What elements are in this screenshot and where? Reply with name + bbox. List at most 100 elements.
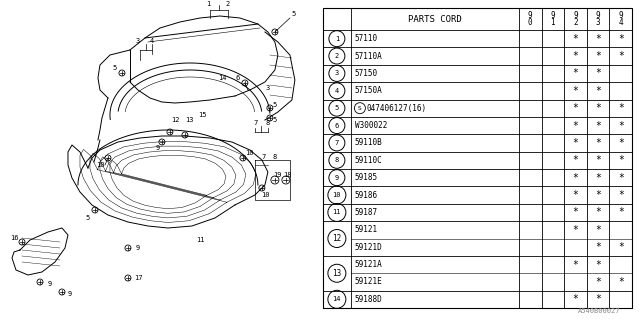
Text: *: * <box>618 190 623 200</box>
Text: A540B00027: A540B00027 <box>579 308 621 314</box>
Text: *: * <box>573 294 579 304</box>
Text: *: * <box>618 173 623 183</box>
Text: *: * <box>573 260 579 269</box>
Text: *: * <box>573 68 579 78</box>
Text: 3: 3 <box>266 85 270 91</box>
Text: 11: 11 <box>333 209 341 215</box>
Text: S: S <box>358 106 362 111</box>
Text: *: * <box>595 68 601 78</box>
Text: 16: 16 <box>10 235 19 241</box>
Text: 10: 10 <box>262 192 270 198</box>
Text: *: * <box>618 242 623 252</box>
Text: 8: 8 <box>273 154 277 160</box>
Text: 59186: 59186 <box>355 191 378 200</box>
Text: 9
2: 9 2 <box>573 11 578 28</box>
Text: 9
0: 9 0 <box>528 11 532 28</box>
Text: *: * <box>595 121 601 131</box>
Text: *: * <box>618 121 623 131</box>
Text: *: * <box>595 51 601 61</box>
Text: 5: 5 <box>292 11 296 17</box>
Text: 57110A: 57110A <box>355 52 383 60</box>
Text: 3: 3 <box>136 38 140 44</box>
Text: *: * <box>595 138 601 148</box>
Text: *: * <box>618 51 623 61</box>
Text: *: * <box>595 173 601 183</box>
Text: 9: 9 <box>68 291 72 297</box>
Text: *: * <box>573 138 579 148</box>
Text: 5: 5 <box>113 65 117 71</box>
Text: *: * <box>573 34 579 44</box>
Text: 59121E: 59121E <box>355 277 383 286</box>
Text: *: * <box>618 277 623 287</box>
Text: 13: 13 <box>332 269 342 278</box>
Text: *: * <box>573 155 579 165</box>
Text: 047406127(16): 047406127(16) <box>367 104 427 113</box>
Text: *: * <box>595 294 601 304</box>
Text: 14: 14 <box>218 75 226 81</box>
Text: 10: 10 <box>246 150 254 156</box>
Text: 3: 3 <box>335 70 339 76</box>
Text: *: * <box>573 103 579 113</box>
Text: *: * <box>573 86 579 96</box>
Text: 5: 5 <box>273 102 277 108</box>
Text: 59121A: 59121A <box>355 260 383 269</box>
Text: 5: 5 <box>335 105 339 111</box>
Text: 14: 14 <box>333 296 341 302</box>
Text: 7: 7 <box>254 120 258 126</box>
Text: *: * <box>595 103 601 113</box>
Text: *: * <box>573 190 579 200</box>
Text: 9
3: 9 3 <box>596 11 600 28</box>
Text: 6: 6 <box>335 123 339 129</box>
Text: 8: 8 <box>335 157 339 163</box>
Text: *: * <box>573 225 579 235</box>
Text: *: * <box>618 34 623 44</box>
Text: 2: 2 <box>335 53 339 59</box>
Text: 7: 7 <box>262 154 266 160</box>
Text: 9
4: 9 4 <box>618 11 623 28</box>
Text: 9: 9 <box>335 175 339 181</box>
Text: 6: 6 <box>236 75 240 81</box>
Text: 59188D: 59188D <box>355 295 383 304</box>
Text: 4: 4 <box>335 88 339 94</box>
Text: 11: 11 <box>196 237 204 243</box>
Text: 13: 13 <box>185 117 193 123</box>
Text: 59185: 59185 <box>355 173 378 182</box>
Text: *: * <box>595 190 601 200</box>
Text: 59121D: 59121D <box>355 243 383 252</box>
Text: 9: 9 <box>136 245 140 251</box>
Text: 7: 7 <box>335 140 339 146</box>
Text: 57110: 57110 <box>355 34 378 43</box>
Text: 12: 12 <box>171 117 179 123</box>
Text: 9: 9 <box>156 145 160 151</box>
Text: *: * <box>618 207 623 217</box>
Text: 17: 17 <box>134 275 142 281</box>
Text: PARTS CORD: PARTS CORD <box>408 14 462 23</box>
Text: 15: 15 <box>198 112 206 118</box>
Text: *: * <box>595 207 601 217</box>
Text: 57150: 57150 <box>355 69 378 78</box>
Text: 2: 2 <box>226 1 230 7</box>
Text: *: * <box>573 121 579 131</box>
Text: 4: 4 <box>150 38 154 44</box>
Text: 10: 10 <box>333 192 341 198</box>
Text: W300022: W300022 <box>355 121 387 130</box>
Text: *: * <box>595 277 601 287</box>
Text: 1: 1 <box>206 1 210 7</box>
Text: *: * <box>595 260 601 269</box>
Text: 19: 19 <box>274 172 282 178</box>
Text: 18: 18 <box>284 172 292 178</box>
Text: *: * <box>595 155 601 165</box>
Text: 9
1: 9 1 <box>550 11 555 28</box>
Text: *: * <box>595 86 601 96</box>
Text: 57150A: 57150A <box>355 86 383 95</box>
Text: 12: 12 <box>332 234 342 243</box>
Text: 5: 5 <box>273 117 277 123</box>
Text: *: * <box>595 34 601 44</box>
Text: *: * <box>618 103 623 113</box>
Text: *: * <box>573 207 579 217</box>
Text: 5: 5 <box>86 215 90 221</box>
Text: 9: 9 <box>48 281 52 287</box>
Text: 59110B: 59110B <box>355 139 383 148</box>
Text: *: * <box>573 51 579 61</box>
Text: 59187: 59187 <box>355 208 378 217</box>
